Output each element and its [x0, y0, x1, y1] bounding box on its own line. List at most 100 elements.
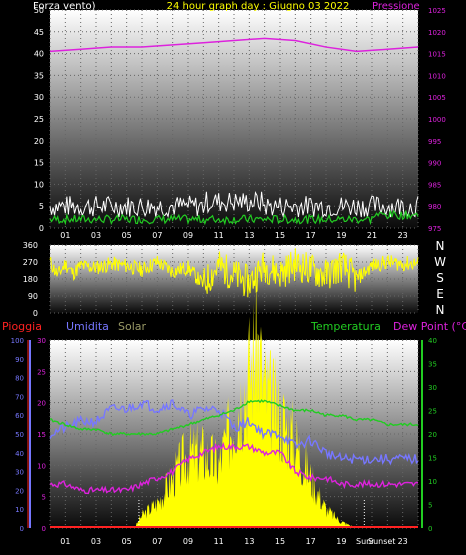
x-tick-label: 23: [398, 537, 408, 546]
dewpoint-line: [49, 441, 419, 495]
y-rain-tick-label: 50: [15, 431, 24, 439]
y-left-tick-label: 50: [34, 6, 44, 15]
y-tick-label: 270: [23, 258, 38, 267]
humidity-line: [49, 399, 419, 466]
y-temp-tick-label: 15: [428, 455, 437, 463]
y-left-tick-label: 15: [34, 159, 44, 168]
y-rain-tick-label: 30: [15, 469, 24, 477]
y-rain-tick-label: 0: [20, 525, 24, 533]
x-tick-label: 23: [398, 231, 408, 240]
sunset-label: Sunset: [368, 537, 395, 546]
y-rain-tick-label: 100: [11, 337, 24, 345]
x-tick-label: 05: [122, 231, 132, 240]
y-right-tick-label: 980: [428, 203, 441, 211]
y-tick-label: 90: [28, 292, 38, 301]
x-tick-label: 21: [367, 231, 377, 240]
y-temp-tick-label: 40: [428, 337, 437, 345]
solar-area: [50, 259, 418, 528]
x-tick-label: 11: [214, 537, 224, 546]
x-tick-label: 01: [60, 231, 70, 240]
humidity-label: Umidita: [66, 320, 109, 333]
y-rain-tick-label: 10: [15, 506, 24, 514]
x-tick-label: 01: [60, 537, 70, 546]
x-tick-label: 17: [306, 231, 316, 240]
y-rain-tick-label: 90: [15, 356, 24, 364]
left-axis-label: Forza vento): [33, 1, 96, 12]
compass-n-top: N: [436, 239, 445, 253]
y-left-tick-label: 45: [34, 28, 44, 37]
temperature-label: Temperatura: [310, 320, 381, 333]
x-tick-label: 07: [152, 231, 162, 240]
y-left-tick-label: 20: [34, 137, 44, 146]
compass-e: E: [436, 287, 444, 301]
x-tick-label: 09: [183, 231, 193, 240]
x-tick-label: 13: [244, 537, 254, 546]
y-rain-tick-label: 70: [15, 393, 24, 401]
y-left-tick-label: 25: [34, 115, 44, 124]
wind-direction-line: [49, 248, 419, 298]
y-humidity-tick-label: 15: [37, 431, 46, 439]
wind-direction-ticks: 0 90 180 270 360: [23, 241, 38, 318]
y-tick-label: 360: [23, 241, 38, 250]
y-right-tick-label: 1020: [428, 29, 446, 37]
temp-hum-marks: [49, 259, 419, 528]
y-tick-label: 180: [23, 275, 38, 284]
y-humidity-tick-label: 10: [37, 462, 46, 470]
x-tick-label: 15: [275, 537, 285, 546]
y-right-tick-label: 1005: [428, 94, 446, 102]
y-tick-label: 0: [33, 309, 38, 318]
y-humidity-tick-label: 0: [42, 525, 46, 533]
pressure-line: [49, 37, 419, 53]
x-tick-label: 17: [306, 537, 316, 546]
y-left-tick-label: 10: [34, 180, 44, 189]
y-right-tick-label: 1010: [428, 72, 446, 80]
y-humidity-tick-label: 20: [37, 400, 46, 408]
y-humidity-tick-label: 5: [42, 494, 46, 502]
y-humidity-tick-label: 30: [37, 337, 46, 345]
y-temp-tick-label: 5: [428, 502, 432, 510]
x-tick-label: 11: [214, 231, 224, 240]
wind-speed-line: [49, 209, 419, 226]
y-temp-tick-label: 25: [428, 408, 437, 416]
y-temp-tick-label: 30: [428, 384, 437, 392]
compass-labels: N W S E N: [434, 239, 446, 317]
x-tick-label: 05: [122, 537, 132, 546]
y-temp-tick-label: 20: [428, 431, 437, 439]
y-temp-tick-label: 10: [428, 478, 437, 486]
y-rain-tick-label: 60: [15, 412, 24, 420]
x-tick-label: 03: [91, 231, 101, 240]
y-left-tick-label: 0: [39, 224, 44, 233]
y-rain-tick-label: 20: [15, 487, 24, 495]
y-temp-tick-label: 0: [428, 525, 432, 533]
wind-pressure-marks: [49, 37, 419, 226]
right-axis-label: Pressione: [372, 1, 420, 12]
y-temp-tick-label: 35: [428, 361, 437, 369]
compass-w: W: [434, 255, 446, 269]
y-rain-tick-label: 40: [15, 450, 24, 458]
y-right-tick-label: 1025: [428, 7, 446, 15]
wind-gust-line: [49, 191, 419, 219]
temperature-line: [49, 399, 419, 437]
chart-title: 24 hour graph day : Giugno 03 2022: [167, 1, 350, 12]
y-right-tick-label: 990: [428, 160, 441, 168]
x-tick-label: 19: [336, 537, 346, 546]
sunrise-label: Sunr: [356, 537, 375, 546]
compass-n-bottom: N: [436, 303, 445, 317]
y-left-tick-label: 30: [34, 93, 44, 102]
x-tick-label: 13: [244, 231, 254, 240]
dewpoint-label: Dew Point (°C): [393, 320, 466, 333]
x-tick-label: 19: [336, 231, 346, 240]
y-right-tick-label: 995: [428, 138, 441, 146]
solar-label: Solar: [118, 320, 147, 333]
x-tick-label: 07: [152, 537, 162, 546]
y-right-tick-label: 975: [428, 225, 441, 233]
rain-label: Pioggia: [2, 320, 42, 333]
temp-hum-ticks: 0510152025300102030405060708090100051015…: [11, 337, 437, 546]
y-right-tick-label: 1000: [428, 116, 446, 124]
y-right-tick-label: 985: [428, 181, 441, 189]
compass-s: S: [436, 271, 444, 285]
y-humidity-tick-label: 25: [37, 368, 46, 376]
wind-direction-marks: [49, 248, 419, 298]
y-right-tick-label: 1015: [428, 51, 446, 59]
